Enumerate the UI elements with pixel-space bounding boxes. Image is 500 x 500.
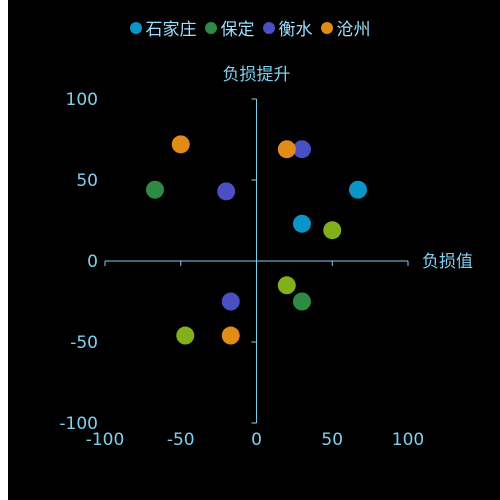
y-tick-label: 0 — [87, 252, 98, 272]
scatter-point — [221, 292, 240, 311]
y-tick-label: 100 — [66, 90, 98, 110]
scatter-point — [217, 182, 236, 201]
scatter-point — [176, 326, 195, 345]
x-tick-label: -100 — [86, 430, 125, 450]
scatter-point — [221, 326, 240, 345]
x-tick-label: 100 — [392, 430, 424, 450]
y-tick-label: 50 — [76, 171, 98, 191]
x-tick-label: -50 — [167, 430, 195, 450]
legend-label: 保定 — [220, 20, 255, 40]
legend-marker — [320, 21, 333, 34]
x-tick-label: 50 — [321, 430, 343, 450]
legend-item[interactable]: 保定 — [204, 15, 255, 40]
scatter-point — [349, 180, 368, 199]
y-tick-label: -50 — [70, 333, 98, 353]
y-axis-title: 负损提升 — [223, 65, 291, 85]
chart-background — [8, 0, 500, 500]
legend-item[interactable]: 衡水 — [262, 15, 313, 40]
legend-item[interactable]: 沧州 — [320, 15, 371, 40]
x-axis-title: 负损值 — [422, 252, 473, 272]
scatter-point — [292, 292, 311, 311]
legend-label: 衡水 — [278, 20, 313, 40]
y-tick-label: -100 — [59, 414, 98, 434]
scatter-point — [323, 221, 342, 240]
legend-marker — [129, 21, 142, 34]
scatter-point — [292, 214, 311, 233]
x-tick-label: 0 — [251, 430, 262, 450]
scatter-point — [171, 135, 190, 154]
scatter-point — [145, 180, 164, 199]
scatter-point — [277, 276, 296, 295]
legend-item[interactable]: 石家庄 — [129, 15, 197, 40]
legend-label: 石家庄 — [145, 20, 197, 40]
legend-marker — [204, 21, 217, 34]
legend-marker — [262, 21, 275, 34]
legend-label: 沧州 — [336, 20, 371, 40]
scatter-point — [277, 140, 296, 159]
legend: 石家庄 保定 衡水 沧州 — [0, 15, 500, 40]
scatter-point — [292, 140, 311, 159]
